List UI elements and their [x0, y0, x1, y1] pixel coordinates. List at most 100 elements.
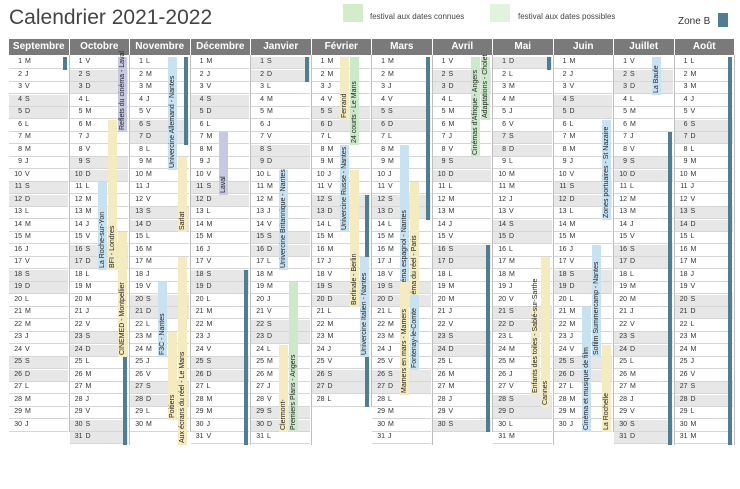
day-cell[interactable]: 13 V: [493, 207, 552, 219]
festival-band[interactable]: [339, 57, 349, 120]
day-cell[interactable]: 25 J: [674, 357, 733, 369]
day-cell[interactable]: 20 L: [190, 295, 249, 307]
day-cell[interactable]: 23 S: [614, 332, 673, 344]
day-cell[interactable]: 17 V: [9, 257, 68, 269]
day-cell[interactable]: 19 D: [553, 282, 612, 294]
festival-band[interactable]: [359, 257, 369, 357]
month-header-7[interactable]: Avril: [432, 39, 493, 55]
day-cell[interactable]: 13 S: [674, 207, 733, 219]
day-cell[interactable]: 18 M: [251, 270, 310, 282]
day-cell[interactable]: 11 S: [553, 182, 612, 194]
day-cell[interactable]: 15 V: [614, 232, 673, 244]
day-cell[interactable]: 16 S: [614, 244, 673, 257]
festival-label[interactable]: Univercine Russe - Nantes: [340, 146, 348, 230]
day-cell[interactable]: 19 M: [69, 282, 128, 294]
day-cell[interactable]: 25 S: [190, 357, 249, 369]
day-cell[interactable]: 28 L: [311, 395, 370, 407]
day-cell[interactable]: 24 M: [674, 345, 733, 357]
day-cell[interactable]: 28 L: [372, 395, 431, 407]
festival-label[interactable]: La Roche-sur-Yon: [98, 211, 106, 268]
day-cell[interactable]: 24 D: [614, 344, 673, 357]
day-cell[interactable]: 29 L: [130, 407, 189, 419]
day-cell[interactable]: 24 V: [190, 345, 249, 357]
day-cell[interactable]: 21 M: [190, 307, 249, 319]
day-cell[interactable]: 17 D: [432, 257, 491, 269]
day-cell[interactable]: 21 M: [9, 307, 68, 319]
day-cell[interactable]: 17 V: [553, 257, 612, 269]
day-cell[interactable]: 16 M: [311, 245, 370, 257]
day-cell[interactable]: 28 J: [614, 395, 673, 407]
festival-label[interactable]: Laval: [219, 175, 227, 193]
day-cell[interactable]: 15 M: [190, 232, 249, 244]
day-cell[interactable]: 15 V: [432, 232, 491, 244]
day-cell[interactable]: 29 V: [69, 407, 128, 419]
festival-band[interactable]: [168, 57, 177, 170]
month-header-6[interactable]: Mars: [372, 39, 433, 55]
festival-label[interactable]: Univercine Allemand - Nantes: [169, 75, 176, 168]
day-cell[interactable]: 17 D: [614, 257, 673, 269]
day-cell[interactable]: 31 D: [69, 432, 128, 444]
day-cell[interactable]: 18 L: [69, 270, 128, 282]
festival-label[interactable]: Fontenay-le-Comte: [411, 307, 418, 368]
month-header-2[interactable]: Novembre: [130, 39, 191, 55]
day-cell[interactable]: 27 L: [9, 382, 68, 394]
month-header-3[interactable]: Décembre: [190, 39, 251, 55]
festival-label[interactable]: Cannes: [542, 380, 549, 405]
day-cell[interactable]: 19 M: [251, 282, 310, 294]
day-cell[interactable]: 27 D: [311, 382, 370, 394]
day-cell[interactable]: 12 M: [432, 195, 491, 207]
day-cell[interactable]: 28 S: [493, 394, 552, 407]
month-header-11[interactable]: Août: [674, 39, 735, 55]
festival-label[interactable]: Reflets du cinéma - Laval: [118, 51, 126, 130]
day-cell[interactable]: 26 D: [190, 369, 249, 382]
festival-label[interactable]: Sarlat: [179, 211, 186, 230]
day-cell[interactable]: 22 M: [9, 320, 68, 332]
festival-label[interactable]: Enfants des toiles - Sablé-sur-Sarthe: [532, 278, 539, 393]
day-cell[interactable]: 27 M: [432, 382, 491, 394]
day-cell[interactable]: 23 J: [190, 332, 249, 344]
day-cell[interactable]: 20 L: [553, 295, 612, 307]
day-cell[interactable]: 31 J: [372, 432, 431, 444]
festival-label[interactable]: CINEMED - Montpellier: [118, 282, 126, 355]
day-cell[interactable]: 30 J: [190, 420, 249, 432]
day-cell[interactable]: 17 V: [190, 257, 249, 269]
day-cell[interactable]: 14 M: [9, 220, 68, 232]
day-cell[interactable]: 11 L: [432, 182, 491, 194]
day-cell[interactable]: 18 L: [432, 270, 491, 282]
day-cell[interactable]: 11 L: [614, 182, 673, 194]
day-cell[interactable]: 31 M: [674, 432, 733, 444]
day-cell[interactable]: 10 V: [553, 170, 612, 182]
festival-label[interactable]: Univercine Italien - Nantes: [360, 272, 368, 355]
day-cell[interactable]: 12 D: [190, 194, 249, 207]
festival-band[interactable]: [541, 257, 550, 407]
festival-label[interactable]: Cinéma et musique de film: [582, 347, 590, 430]
festival-band[interactable]: [349, 169, 359, 307]
festival-band[interactable]: [279, 169, 288, 270]
day-cell[interactable]: 11 J: [674, 182, 733, 194]
day-cell[interactable]: 13 L: [553, 207, 612, 219]
